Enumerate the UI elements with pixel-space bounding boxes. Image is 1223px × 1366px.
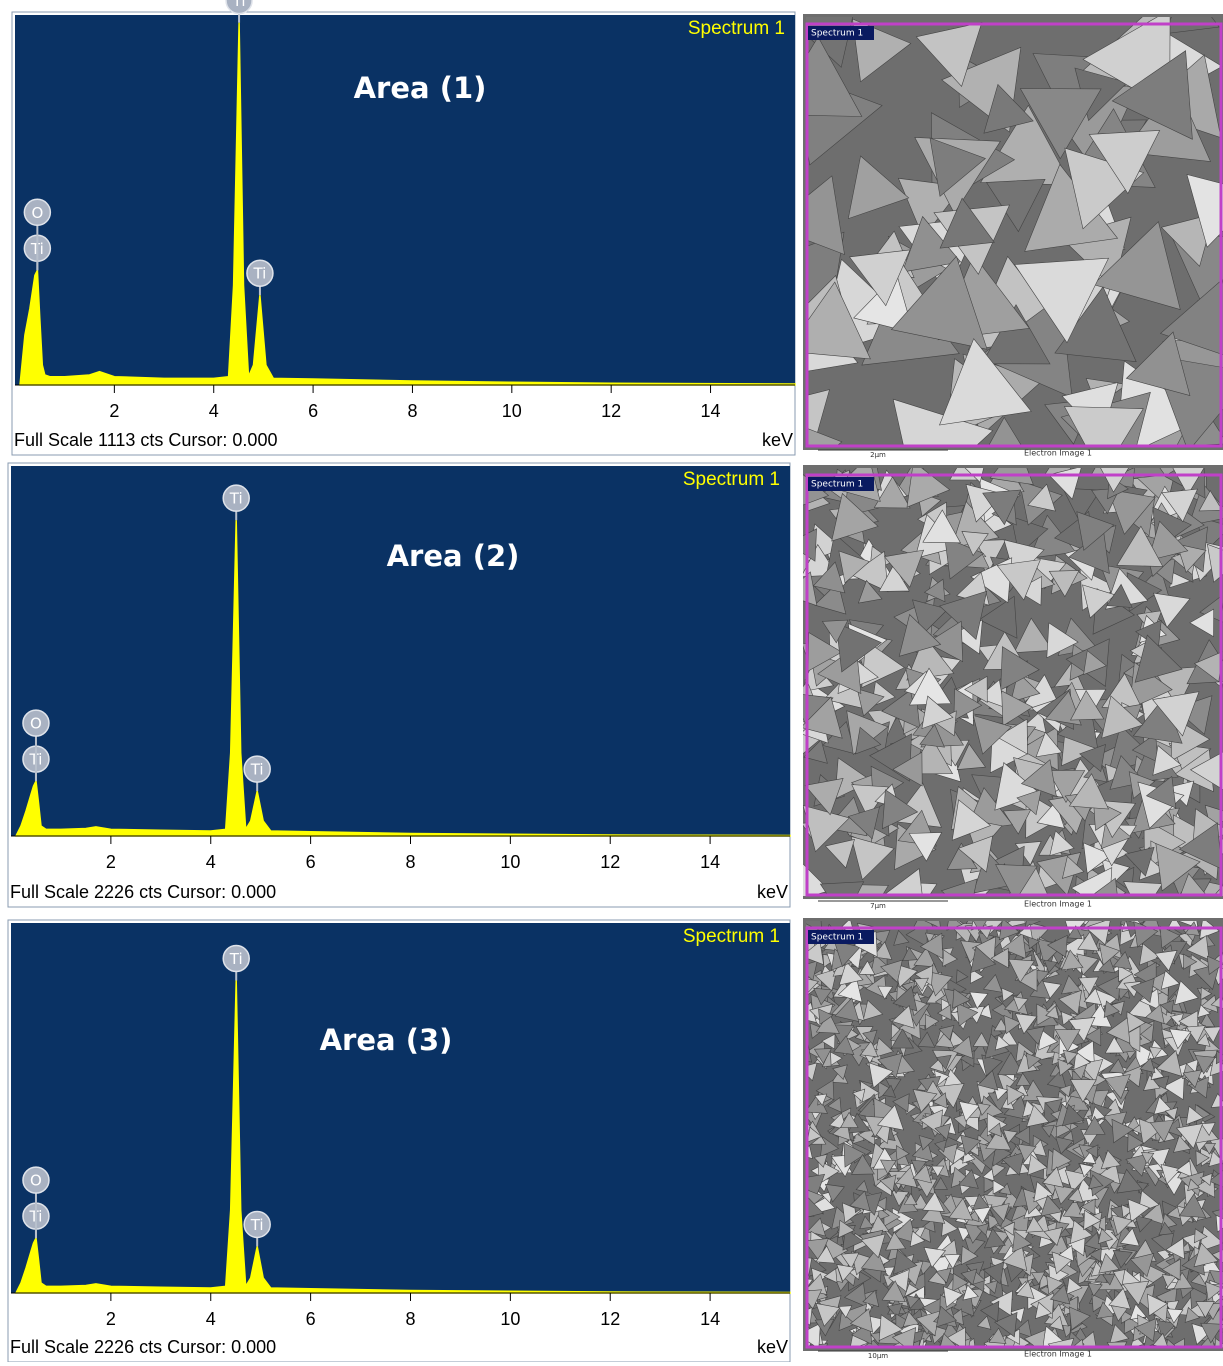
scale-bar-label: 2μm [870,451,886,459]
x-tick-label: 10 [500,1309,520,1329]
chart-title: Area (2) [387,539,520,573]
x-tick-label: 14 [700,1309,720,1329]
x-tick-label: 6 [306,852,316,872]
x-tick-label: 2 [106,852,116,872]
spectrum-label: Spectrum 1 [688,18,785,39]
x-unit: keV [757,882,788,902]
footer: Full Scale 2226 cts Cursor: 0.000 [10,1337,276,1357]
x-tick-label: 10 [502,401,522,421]
chart-title: Area (3) [320,1023,453,1057]
peak-label: Ti [229,950,243,968]
sem-label: Spectrum 1 [811,480,863,490]
spectrum-label: Spectrum 1 [683,926,780,947]
sem-label: Spectrum 1 [811,933,863,943]
plot-background [11,466,790,836]
sem-label: Spectrum 1 [811,29,863,39]
x-tick-label: 2 [109,401,119,421]
x-tick-label: 8 [405,1309,415,1329]
sem-caption: Electron Image 1 [1024,1350,1092,1359]
sem-grain [788,529,817,561]
x-tick-label: 14 [701,401,721,421]
footer: Full Scale 2226 cts Cursor: 0.000 [10,882,276,902]
x-tick-label: 12 [601,401,621,421]
footer: Full Scale 1113 cts Cursor: 0.000 [14,430,277,450]
peak-label: Ti [232,0,246,10]
peak-label: Ti [229,490,243,508]
sem-caption: Electron Image 1 [1024,449,1092,458]
sem-footer [803,1351,1223,1362]
x-tick-label: 12 [600,1309,620,1329]
x-tick-label: 4 [206,1309,216,1329]
sem-caption: Electron Image 1 [1024,900,1092,909]
peak-label: O [31,204,43,222]
scale-bar-label: 10μm [868,1352,888,1360]
x-tick-label: 2 [106,1309,116,1329]
peak-label: Ti [252,265,266,283]
peak-label: Ti [250,761,264,779]
peak-label: Ti [250,1216,264,1234]
figure: 2 4 6 8 10 12 14 keV Full Scale 1113 cts Cursor:… [0,0,1223,1362]
x-tick-label: 10 [500,852,520,872]
spectrum-label: Spectrum 1 [683,469,780,490]
x-tick-label: 8 [405,852,415,872]
x-tick-label: 12 [600,852,620,872]
x-tick-label: 6 [306,1309,316,1329]
x-unit: keV [762,430,793,450]
x-tick-label: 14 [700,852,720,872]
plot-background [11,923,790,1293]
x-tick-label: 4 [209,401,219,421]
x-tick-label: 8 [407,401,417,421]
peak-label: O [30,1172,42,1190]
x-tick-label: 4 [206,852,216,872]
sem-footer [803,450,1223,461]
peak-label: O [30,715,42,733]
chart-title: Area (1) [354,71,487,105]
x-unit: keV [757,1337,788,1357]
scale-bar-label: 7μm [870,902,886,910]
x-tick-label: 6 [308,401,318,421]
